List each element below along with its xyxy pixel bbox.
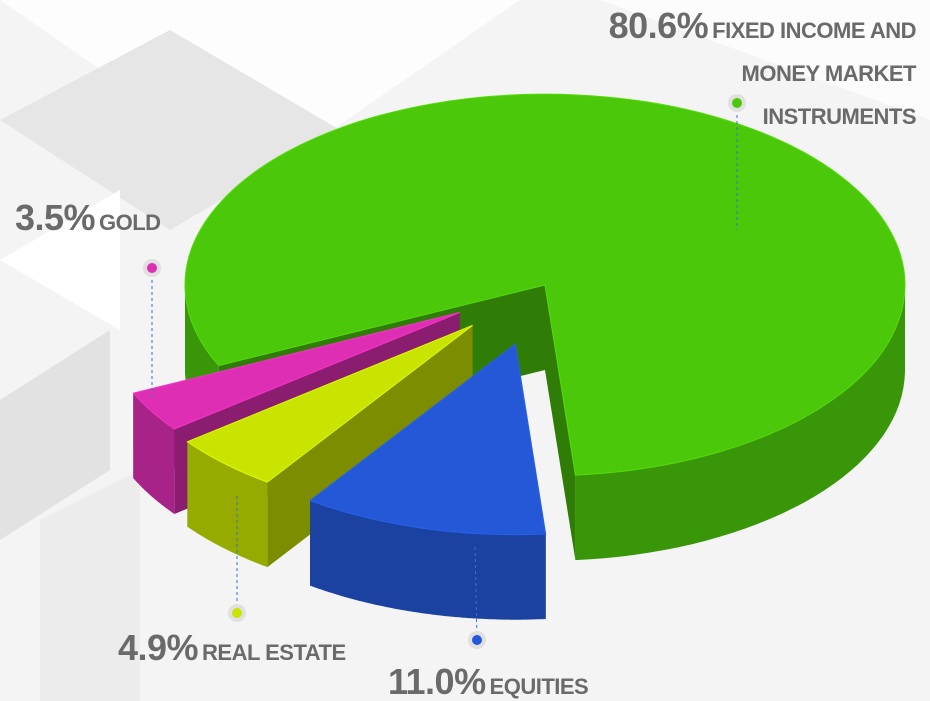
slice-rim	[575, 286, 905, 561]
leader-line	[474, 544, 478, 641]
bg-triangle	[600, 0, 930, 120]
category-label: GOLD	[99, 210, 161, 235]
slice-wall	[545, 285, 576, 561]
slice	[309, 342, 547, 536]
slice-rim	[310, 500, 546, 620]
bg-diamond	[0, 330, 110, 540]
bg-panel	[40, 470, 140, 701]
slice	[132, 312, 460, 430]
value-label: 11.0%	[388, 661, 486, 701]
slice-label: 11.0% EQUITIES	[388, 661, 589, 701]
slice	[184, 93, 906, 476]
leader-dot	[147, 263, 157, 273]
leader-dot	[732, 98, 742, 108]
bg-triangle	[0, 190, 120, 330]
value-label: 80.6%	[608, 5, 709, 46]
value-label: 3.5%	[15, 197, 96, 238]
slice	[186, 324, 473, 483]
slice-label: 4.9% REAL ESTATE	[118, 628, 346, 676]
slice-label: 80.6% FIXED INCOME AND MONEY MARKET INST…	[596, 5, 917, 140]
category-label: FIXED INCOME AND MONEY MARKET INSTRUMENT…	[712, 18, 916, 129]
leaders	[143, 94, 746, 649]
slice-rim	[187, 441, 268, 568]
slice-label: 3.5% GOLD	[15, 198, 161, 246]
pie	[132, 93, 906, 620]
slice-rim	[133, 393, 175, 514]
leader-dot	[472, 635, 482, 645]
category-label: EQUITIES	[489, 674, 589, 699]
value-label: 4.9%	[118, 627, 199, 668]
leader-dot	[232, 608, 242, 618]
category-label: REAL ESTATE	[202, 640, 346, 665]
